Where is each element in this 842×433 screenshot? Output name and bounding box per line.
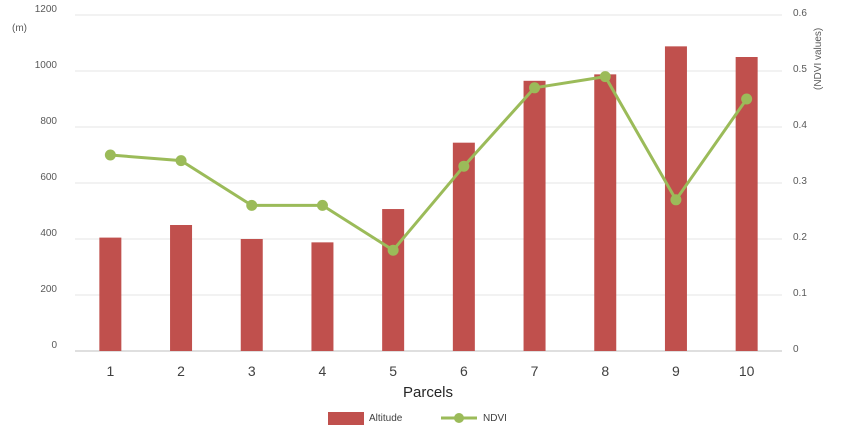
altitude-bar [240, 239, 263, 351]
legend-altitude-label: Altitude [369, 413, 403, 424]
right-tick-label: 0 [793, 344, 799, 355]
altitude-bar [735, 57, 758, 351]
ndvi-line-series [104, 71, 753, 256]
left-tick-label: 1200 [35, 4, 58, 15]
altitude-bar [594, 74, 617, 352]
x-tick-label: 7 [531, 363, 539, 379]
right-axis-title: (NDVI values) [813, 28, 824, 90]
ndvi-point [741, 93, 753, 105]
x-tick-label: 6 [460, 363, 468, 379]
altitude-bar [99, 237, 122, 351]
ndvi-line [110, 75, 748, 252]
legend-ndvi-label: NDVI [483, 413, 507, 424]
ndvi-point [246, 199, 258, 211]
ndvi-point [316, 199, 328, 211]
x-tick-label: 4 [319, 363, 327, 379]
altitude-bar [311, 242, 334, 351]
x-tick-label: 1 [106, 363, 114, 379]
ndvi-point [175, 155, 187, 167]
x-tick-label: 3 [248, 363, 256, 379]
x-axis-title: Parcels [403, 384, 453, 401]
x-tick-label: 5 [389, 363, 397, 379]
right-axis-ticks: 0 0.1 0.2 0.3 0.4 0.5 0.6 [793, 8, 807, 355]
left-axis-unit-label: (m) [12, 23, 27, 34]
altitude-bar [382, 209, 405, 351]
altitude-bars [99, 46, 758, 352]
legend: Altitude NDVI [328, 412, 507, 425]
gridlines [75, 14, 782, 352]
right-tick-label: 0.3 [793, 176, 807, 187]
right-tick-label: 0.5 [793, 64, 807, 75]
altitude-bar [452, 142, 475, 351]
legend-ndvi-marker [454, 413, 464, 423]
altitude-bar [170, 225, 193, 351]
ndvi-point [387, 244, 399, 256]
right-tick-label: 0.4 [793, 120, 807, 131]
x-tick-label: 9 [672, 363, 680, 379]
ndvi-point [670, 194, 682, 206]
left-tick-label: 600 [40, 172, 57, 183]
ndvi-point [104, 149, 116, 161]
left-axis-ticks: 0 200 400 600 800 1000 1200 [35, 4, 58, 351]
right-tick-label: 0.6 [793, 8, 807, 19]
x-tick-label: 8 [601, 363, 609, 379]
ndvi-point [599, 71, 611, 83]
left-tick-label: 200 [40, 284, 57, 295]
left-tick-label: 800 [40, 116, 57, 127]
x-tick-label: 10 [739, 363, 755, 379]
ndvi-point [458, 160, 470, 172]
legend-altitude-swatch [328, 412, 364, 425]
right-tick-label: 0.2 [793, 232, 807, 243]
left-tick-label: 0 [51, 340, 57, 351]
left-tick-label: 400 [40, 228, 57, 239]
x-axis-ticks: 1 2 3 4 5 6 7 8 9 10 [106, 363, 754, 379]
altitude-bar [523, 80, 546, 352]
left-tick-label: 1000 [35, 60, 58, 71]
ndvi-point [529, 82, 541, 94]
right-tick-label: 0.1 [793, 288, 807, 299]
x-tick-label: 2 [177, 363, 185, 379]
